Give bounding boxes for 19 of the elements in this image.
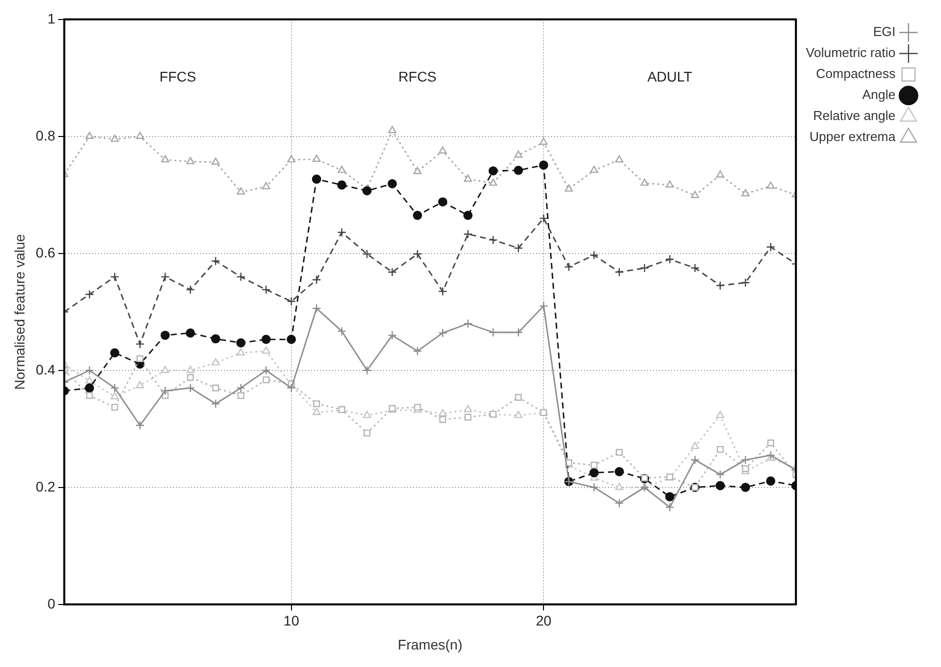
annotation: FFCS <box>160 68 196 84</box>
annotation: RFCS <box>398 68 437 84</box>
x-tick-label: 20 <box>536 612 552 629</box>
legend-label: Volumetric ratio <box>806 45 896 60</box>
x-axis-title: Frames(n) <box>398 636 462 652</box>
legend-label: Angle <box>862 87 896 102</box>
y-axis-title: Normalised feature value <box>11 234 28 390</box>
legend-label: Relative angle <box>813 108 896 124</box>
y-tick-label: 0.2 <box>36 478 56 494</box>
y-tick-label: 0.6 <box>36 244 56 260</box>
y-tick-label: 1 <box>47 10 56 26</box>
annotation: ADULT <box>647 68 693 84</box>
x-tick-label: 10 <box>284 612 300 629</box>
y-tick-label: 0.8 <box>36 127 56 144</box>
y-tick-label: 0.4 <box>36 361 56 378</box>
legend-label: Compactness <box>816 66 896 82</box>
y-tick-label: 0 <box>47 595 56 612</box>
legend-label: Upper extrema <box>810 129 896 144</box>
legend-label: EGI <box>873 24 896 40</box>
